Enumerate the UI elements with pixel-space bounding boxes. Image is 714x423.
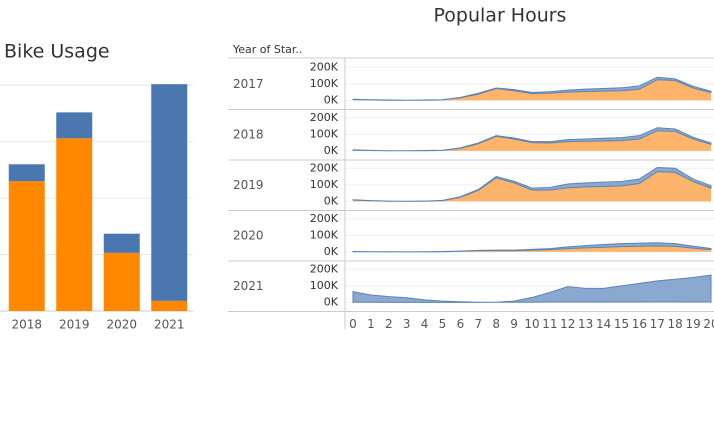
area <box>352 76 712 101</box>
x-tick-label: 14 <box>596 317 611 331</box>
x-tick-label: 3 <box>403 317 411 331</box>
chart-title: Popular Hours <box>434 5 567 27</box>
x-tick-label: 15 <box>614 317 629 331</box>
area <box>353 245 711 252</box>
y-tick-label: 100K <box>310 77 339 90</box>
area <box>352 274 712 303</box>
x-tick-label: 12 <box>560 317 575 331</box>
x-tick-label: 2019 <box>59 318 90 332</box>
x-tick-label: 2018 <box>11 318 42 332</box>
x-tick-label: 10 <box>524 317 539 331</box>
area <box>352 127 712 152</box>
y-tick-label: 100K <box>310 279 339 292</box>
area <box>353 171 711 202</box>
x-tick-label: 19 <box>685 317 700 331</box>
y-tick-label: 200K <box>310 262 339 275</box>
y-tick-label: 0K <box>324 295 339 308</box>
bar <box>103 252 140 311</box>
chart-title: Bike Usage <box>4 41 110 63</box>
y-tick-label: 0K <box>324 93 339 106</box>
y-tick-label: 0K <box>324 245 339 258</box>
row-label: 2017 <box>233 77 264 91</box>
x-tick-label: 5 <box>439 317 447 331</box>
bar <box>56 112 93 139</box>
area <box>353 130 711 151</box>
y-tick-label: 0K <box>324 144 339 157</box>
x-tick-label: 7 <box>474 317 482 331</box>
y-tick-label: 200K <box>310 60 339 73</box>
x-tick-label: 11 <box>542 317 557 331</box>
y-tick-label: 200K <box>310 111 339 124</box>
y-tick-label: 100K <box>310 228 339 241</box>
x-tick-label: 6 <box>457 317 465 331</box>
x-tick-label: 17 <box>650 317 665 331</box>
row-label: 2018 <box>233 127 264 141</box>
bar <box>103 233 140 253</box>
y-tick-label: 200K <box>310 212 339 225</box>
x-tick-label: 16 <box>632 317 647 331</box>
x-tick-label: 4 <box>421 317 429 331</box>
bar <box>151 84 188 301</box>
x-tick-label: 2 <box>385 317 393 331</box>
x-tick-label: 0 <box>349 317 357 331</box>
row-label: 2019 <box>233 178 264 192</box>
x-tick-label: 13 <box>578 317 593 331</box>
row-label: 2021 <box>233 279 264 293</box>
bar <box>8 164 45 182</box>
x-tick-label: 18 <box>668 317 683 331</box>
y-tick-label: 100K <box>310 178 339 191</box>
bar <box>56 138 93 311</box>
y-tick-label: 100K <box>310 127 339 140</box>
x-tick-label: 9 <box>510 317 518 331</box>
bar <box>8 181 45 311</box>
x-tick-label: 1 <box>367 317 375 331</box>
row-header: Year of Star.. <box>232 43 302 56</box>
area <box>352 242 712 253</box>
area <box>352 166 712 202</box>
y-tick-label: 200K <box>310 161 339 174</box>
x-tick-label: 20 <box>703 317 714 331</box>
bar <box>151 300 188 311</box>
x-tick-label: 2020 <box>106 318 137 332</box>
x-tick-label: 2021 <box>154 318 185 332</box>
x-tick-label: 8 <box>492 317 500 331</box>
row-label: 2020 <box>233 228 264 242</box>
y-tick-label: 0K <box>324 194 339 207</box>
area <box>353 79 711 101</box>
